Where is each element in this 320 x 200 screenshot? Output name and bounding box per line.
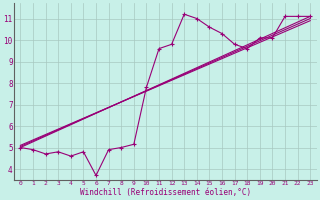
X-axis label: Windchill (Refroidissement éolien,°C): Windchill (Refroidissement éolien,°C) <box>80 188 251 197</box>
